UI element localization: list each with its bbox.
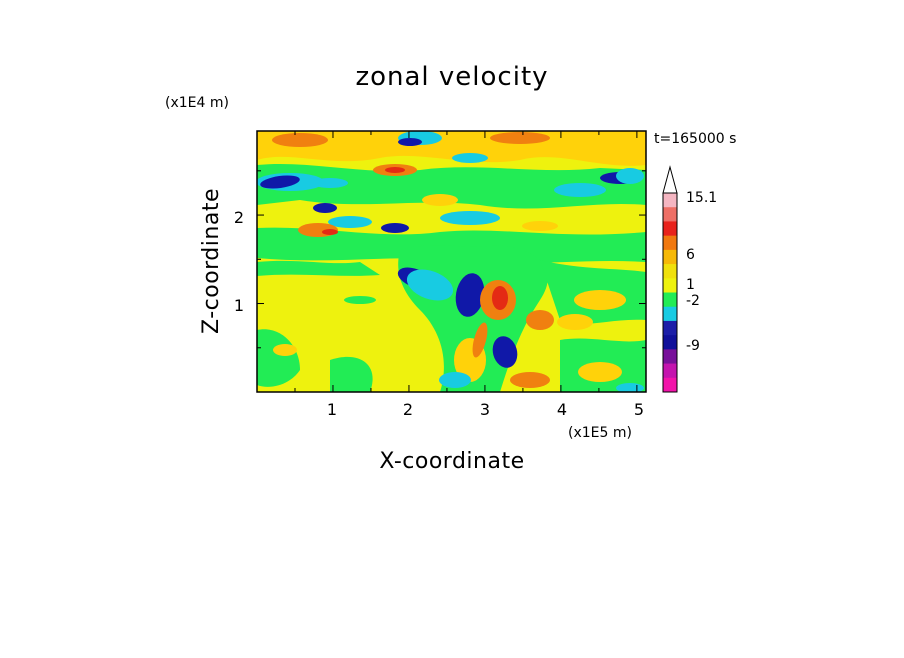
contour-region	[578, 362, 622, 382]
time-label: t=165000 s	[654, 131, 736, 147]
contour-region	[557, 314, 593, 330]
y-axis-label: Z-coordinate	[199, 188, 224, 334]
contour-region	[492, 286, 508, 310]
colorbar-swatch	[663, 292, 677, 308]
x-axis-label: X-coordinate	[379, 449, 524, 474]
y-unit-label: (x1E4 m)	[165, 95, 229, 111]
contour-region	[526, 310, 554, 330]
contour-region	[440, 211, 500, 225]
chart-title: zonal velocity	[355, 62, 548, 92]
y-tick-label: 2	[234, 208, 244, 227]
contour-region	[381, 223, 409, 233]
colorbar-frame	[662, 192, 678, 393]
contour-region	[522, 221, 558, 231]
colorbar-swatch	[663, 363, 677, 379]
contour-region	[385, 167, 405, 173]
axis-ticks	[257, 131, 646, 392]
contour-region	[344, 296, 376, 304]
colorbar-swatch	[663, 221, 677, 237]
contour-region	[472, 322, 488, 358]
colorbar-swatch	[663, 335, 677, 350]
colorbar-swatch	[663, 349, 677, 364]
colorbar-label: 1	[686, 277, 695, 293]
x-tick-label: 2	[403, 400, 413, 419]
x-unit-label: (x1E5 m)	[568, 425, 632, 441]
contour-region	[492, 336, 518, 368]
colorbar-swatch	[663, 320, 677, 336]
contour-region	[406, 269, 454, 301]
contour-region	[585, 135, 635, 155]
contour-region	[313, 203, 337, 213]
contour-region	[439, 372, 471, 388]
x-tick-label: 3	[480, 400, 490, 419]
contour-region	[312, 178, 348, 188]
colorbar-swatch	[663, 193, 677, 208]
contour-region	[322, 229, 338, 235]
contour-region	[273, 344, 297, 356]
contour-region	[272, 133, 328, 147]
contour-region	[257, 329, 300, 387]
contour-region	[422, 194, 458, 206]
colorbar-swatch	[663, 278, 677, 293]
colorbar-label: 6	[686, 247, 695, 263]
colorbar-swatch	[663, 249, 677, 265]
colorbar	[662, 165, 678, 393]
contour-region	[616, 168, 644, 184]
contour-region	[455, 273, 485, 317]
contour-region	[452, 153, 488, 163]
contour-region	[257, 227, 646, 264]
contour-region	[574, 290, 626, 310]
colorbar-label: 15.1	[686, 190, 717, 206]
colorbar-arrow	[662, 165, 678, 194]
contour-region	[330, 356, 373, 392]
colorbar-swatch	[663, 306, 677, 322]
colorbar-label: -9	[686, 338, 700, 354]
x-tick-labels: 1 2 3 4 5	[327, 400, 644, 419]
contour-region	[490, 132, 550, 144]
colorbar-label: -2	[686, 293, 700, 309]
colorbar-labels: 15.1 6 1 -2 -9	[686, 190, 717, 354]
velocity-field	[257, 131, 646, 392]
contour-region	[257, 163, 646, 209]
contour-region	[554, 183, 606, 197]
y-tick-labels: 1 2	[234, 208, 244, 315]
contour-region	[257, 260, 380, 276]
y-tick-label: 1	[234, 296, 244, 315]
colorbar-swatch	[663, 377, 677, 393]
contour-region	[328, 216, 372, 228]
contour-region	[510, 372, 550, 388]
plot-frame	[256, 130, 647, 393]
x-tick-label: 4	[557, 400, 567, 419]
x-tick-label: 1	[327, 400, 337, 419]
contour-region	[398, 138, 422, 146]
colorbar-swatch	[663, 264, 677, 279]
contour-region	[260, 175, 300, 189]
colorbar-swatch	[663, 207, 677, 222]
colorbar-swatch	[663, 235, 677, 251]
x-tick-label: 5	[634, 400, 644, 419]
